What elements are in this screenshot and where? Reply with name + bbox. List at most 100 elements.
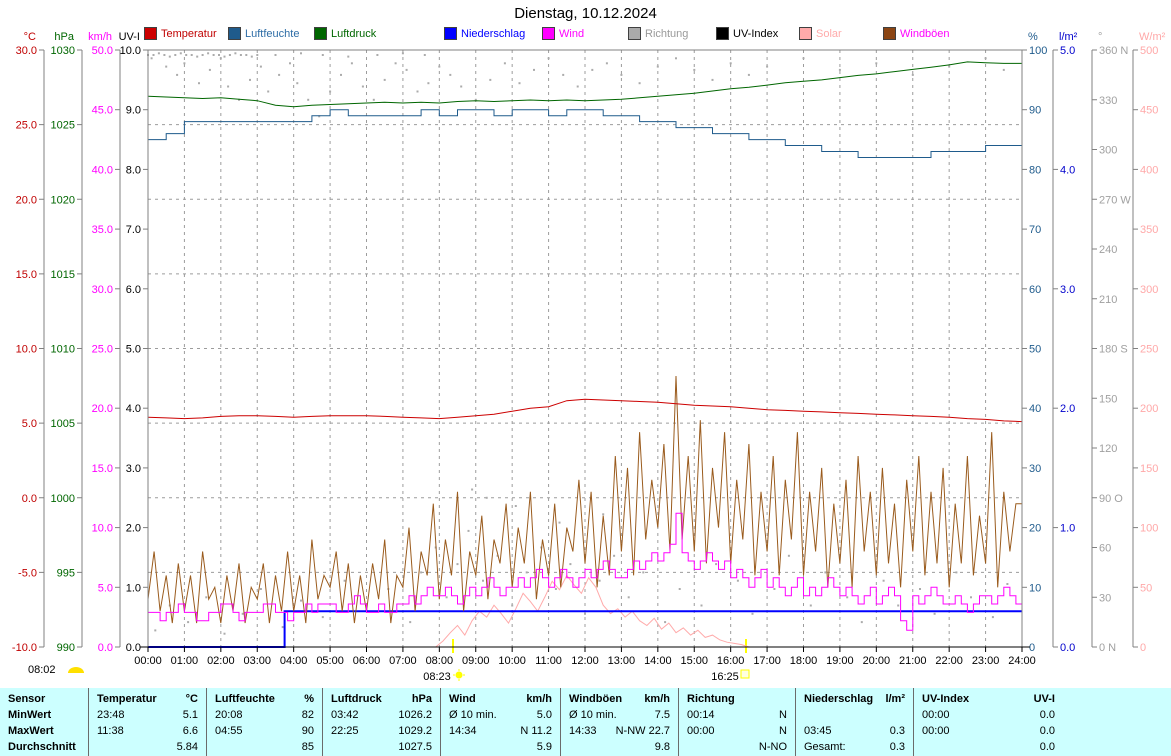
legend-label: Wind [559, 27, 585, 40]
table-row: 5.84 [97, 739, 198, 755]
legend-swatch [628, 27, 641, 40]
niederschlag-series-line [148, 610, 1022, 648]
legend-item-richtung: Richtung [628, 27, 688, 40]
table-row: 20:08 82 [215, 707, 314, 723]
avg-value: 5.84 [176, 741, 198, 753]
richtung-dot [152, 54, 155, 56]
richtung-dot [620, 73, 623, 76]
stats-col-temperatur: Temperatur °C 23:48 5.1 11:38 6.6 5.84 [88, 688, 206, 756]
richtung-dot [372, 98, 375, 101]
legend-label: Windböen [900, 27, 950, 40]
sensor-unit: % [304, 693, 314, 705]
tick-label: 45.0 [92, 105, 113, 117]
table-row: UV-Index UV-I [922, 691, 1055, 707]
min-time: Ø 10 min. [569, 709, 617, 721]
table-row [804, 707, 905, 723]
richtung-dot [948, 65, 951, 68]
richtung-dot [860, 621, 863, 624]
tick-label: 100 [1029, 45, 1047, 57]
tick-label: 60 [1099, 543, 1111, 555]
legend-swatch [314, 27, 327, 40]
richtung-dot [562, 73, 565, 76]
wind-series-line [148, 512, 1022, 631]
avg-value: 85 [301, 741, 314, 753]
richtung-dot [547, 57, 550, 60]
tick-label: 330 [1099, 95, 1117, 107]
richtung-dot [274, 54, 277, 56]
table-row: 14:34 N 11.2 [449, 723, 552, 739]
table-row: Temperatur °C [97, 691, 198, 707]
richtung-dot [766, 65, 769, 68]
richtung-dot [361, 85, 364, 88]
richtung-dot [179, 52, 182, 55]
tick-label: -10.0 [12, 642, 37, 654]
richtung-dot [150, 57, 153, 60]
richtung-dot [485, 496, 488, 499]
richtung-dot [569, 563, 572, 566]
sensor-unit: °C [185, 693, 198, 705]
tick-label: 210 [1099, 294, 1117, 306]
legend-swatch [144, 27, 157, 40]
tick-label: 500 [1140, 45, 1158, 57]
richtung-dot [471, 488, 474, 491]
richtung-dot [729, 62, 732, 65]
tick-label: 270 W [1099, 194, 1131, 206]
richtung-dot [467, 529, 470, 532]
table-row: Durchschnitt [8, 739, 80, 755]
richtung-dot [809, 604, 812, 607]
x-tick-label: 23:00 [972, 655, 1000, 667]
richtung-dot [675, 57, 677, 60]
weather-chart: 08:23 16:25 08:02 30.0 25.0 20.0 15.0 10.0 5.… [12, 31, 1166, 683]
tick-label: 120 [1099, 443, 1117, 455]
sensor-name: Windböen [569, 693, 623, 705]
x-tick-label: 06:00 [353, 655, 381, 667]
stats-col-windböen: Windböen km/h Ø 10 min. 7.5 14:33 N-NW 22.7 9.… [560, 688, 678, 756]
avg-value: 0.3 [889, 741, 905, 753]
tick-label: 0 [1029, 642, 1035, 654]
max-value: 90 [301, 725, 314, 737]
richtung-dot [212, 54, 215, 56]
tick-label: 80 [1029, 164, 1041, 176]
sensor-name: Temperatur [97, 693, 157, 705]
richtung-dot [249, 78, 251, 81]
tick-label: 8.0 [126, 164, 141, 176]
legend-swatch [444, 27, 457, 40]
x-tick-label: 14:00 [644, 655, 672, 667]
min-time: 03:42 [331, 709, 359, 721]
tick-label: 0.0 [1060, 642, 1075, 654]
tick-label: 25.0 [92, 344, 113, 356]
richtung-dot [340, 73, 342, 76]
sensor-name: Richtung [687, 693, 735, 705]
richtung-dot [955, 571, 958, 574]
table-row: Niederschlag l/m² [804, 691, 905, 707]
min-value: 5.1 [182, 709, 198, 721]
tick-label: 30 [1029, 463, 1041, 475]
tick-label: 20 [1029, 523, 1041, 535]
luftfeuchte-series-line [148, 109, 1022, 158]
x-tick-label: 24:00 [1008, 655, 1036, 667]
min-time: 23:48 [97, 709, 125, 721]
sunset-time-label: 16:25 [711, 671, 739, 683]
richtung-dot [911, 73, 914, 76]
richtung-dot [584, 612, 586, 615]
axis-hPa: 1030 1025 1020 1015 1010 1005 1000 995 990 hPa [51, 31, 83, 654]
table-row: 1027.5 [331, 739, 432, 755]
moon-time-label: 08:02 [28, 664, 56, 676]
windböen-series-line [147, 375, 1022, 624]
x-tick-label: 20:00 [863, 655, 891, 667]
tick-label: 150 [1140, 463, 1158, 475]
tick-label: 2.0 [1060, 403, 1075, 415]
richtung-dot [300, 52, 302, 55]
richtung-dot [223, 55, 226, 58]
richtung-dot [329, 90, 332, 93]
tick-label: 50 [1029, 344, 1041, 356]
tick-label: 5.0 [22, 418, 37, 430]
tick-label: 400 [1140, 164, 1158, 176]
richtung-dot [318, 115, 321, 118]
richtung-dot [239, 54, 242, 56]
richtung-dot [185, 54, 188, 56]
stats-col-uv-index: UV-Index UV-I 00:00 0.0 00:00 0.0 0.0 [913, 688, 1063, 756]
x-tick-label: 21:00 [899, 655, 927, 667]
tick-label: 15.0 [92, 463, 113, 475]
sensor-name: Wind [449, 693, 476, 705]
